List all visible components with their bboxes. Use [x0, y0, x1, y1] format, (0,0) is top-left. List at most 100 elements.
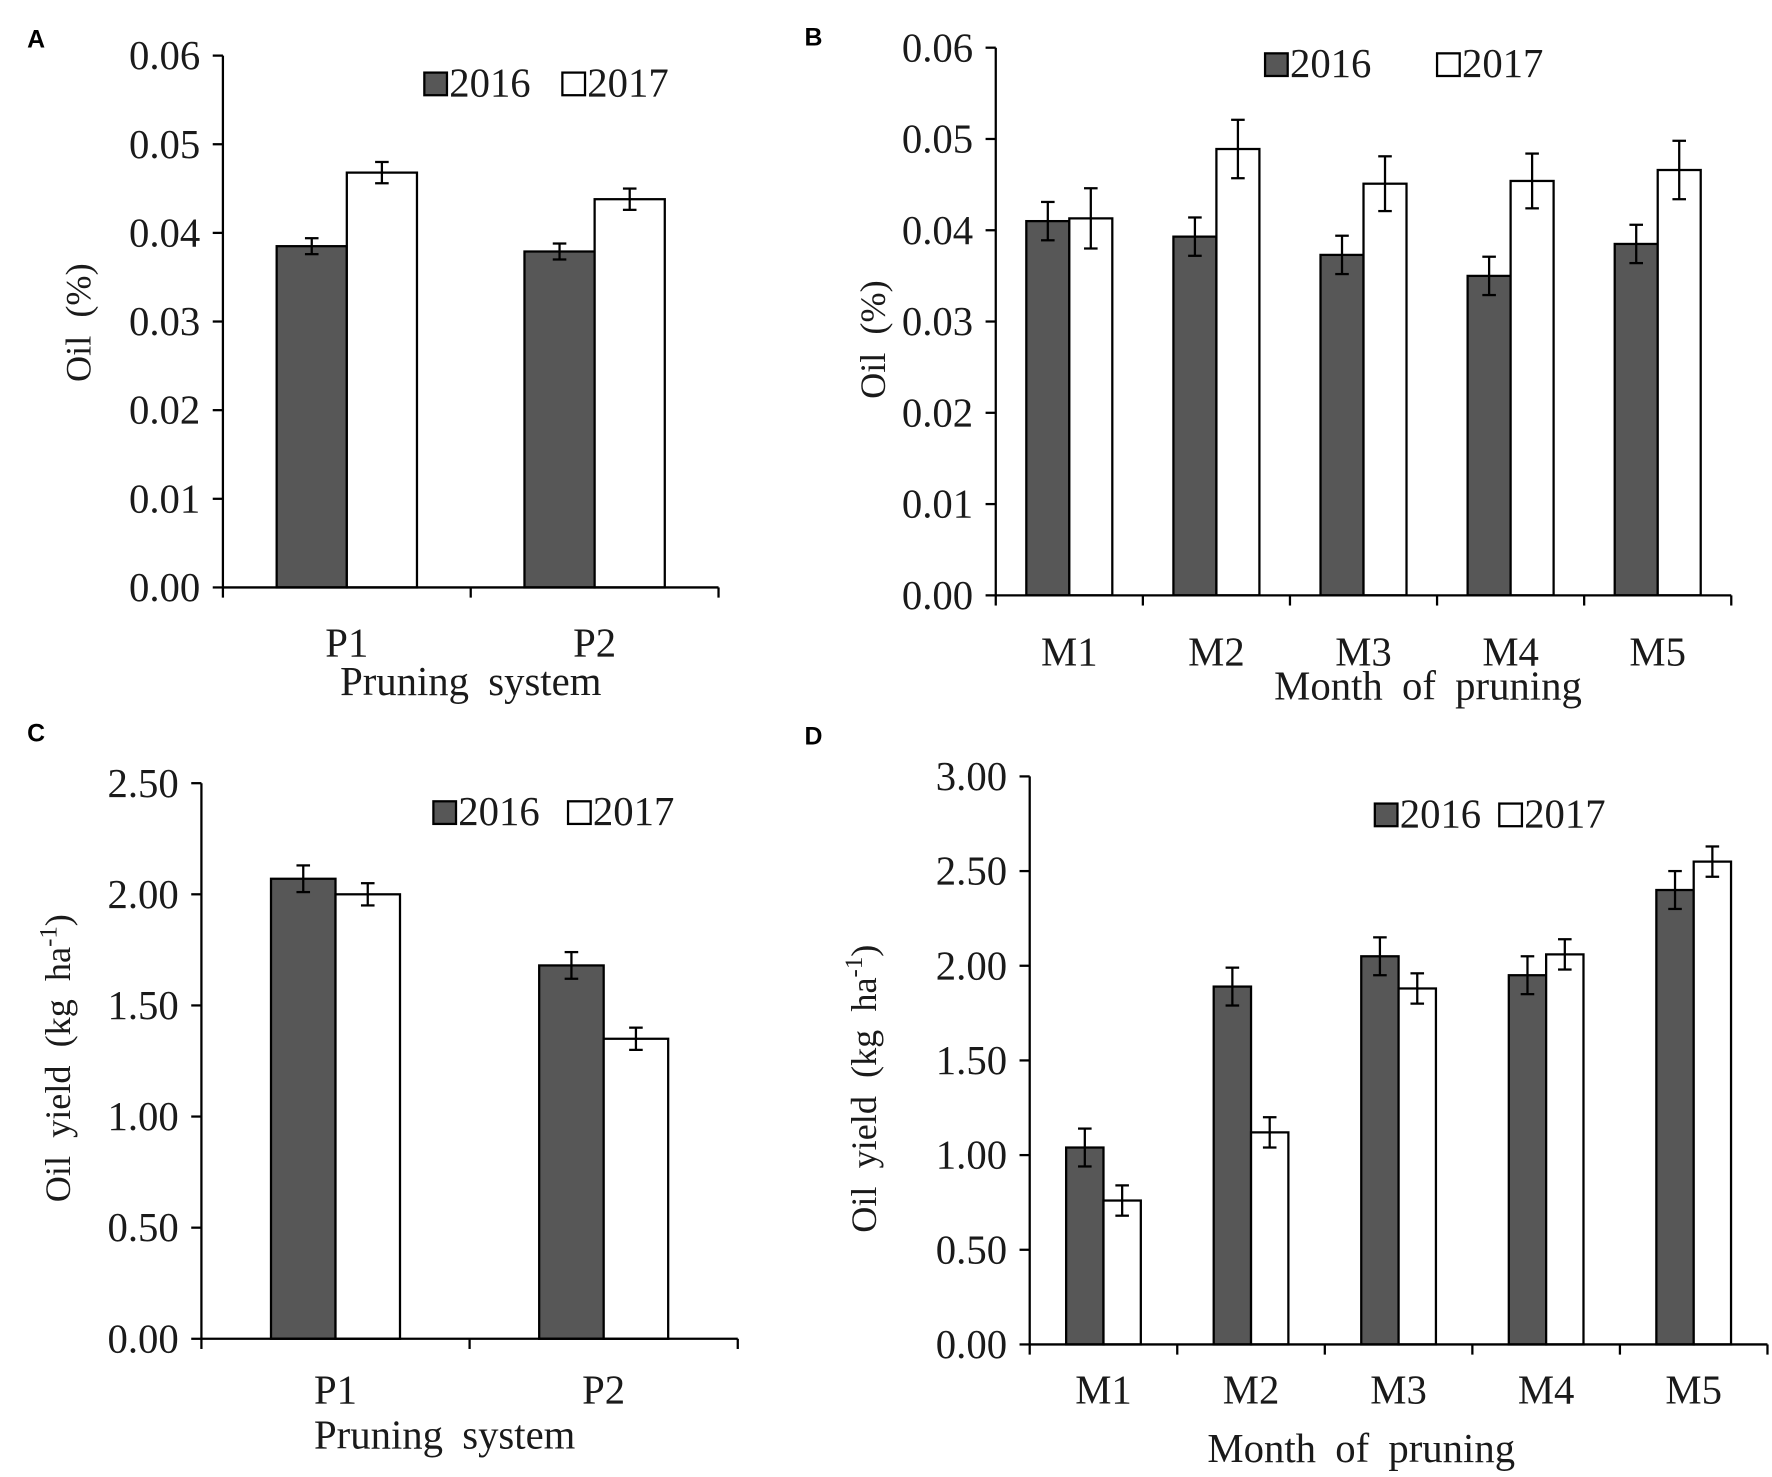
- y-tick-label: 0.50: [108, 1205, 179, 1250]
- panel-letter: B: [805, 23, 823, 51]
- bar-2016-m5: [1655, 888, 1695, 1346]
- legend: 2016 2017: [423, 60, 669, 105]
- legend-swatch-2016: [1373, 802, 1399, 828]
- legend-swatch-2017: [566, 800, 592, 826]
- error-bar-2017-m1: [1115, 1184, 1129, 1217]
- legend-swatch-2017: [561, 71, 587, 97]
- legend-swatch-2017: [1498, 802, 1524, 828]
- legend-label-2016: 2016: [458, 789, 539, 834]
- y-tick-label: 3.00: [936, 754, 1007, 799]
- x-axis-title: Month of pruning: [1207, 1426, 1515, 1471]
- error-bar-2017-m5: [1705, 845, 1720, 878]
- y-axis-title-main: Oil (%): [853, 280, 893, 399]
- error-bar-2017-m2: [1262, 1116, 1277, 1149]
- error-bar-2017-p2: [622, 187, 637, 211]
- bar-2016-p2: [523, 250, 596, 589]
- error-bar-2016-m5: [1629, 223, 1644, 265]
- legend-label-2017: 2017: [1524, 791, 1605, 836]
- x-tick-label-m3: M3: [1370, 1367, 1427, 1412]
- x-tick-label-p2: P2: [573, 620, 616, 665]
- error-bar-2017-m4: [1525, 152, 1539, 210]
- x-tick-label-m5: M5: [1629, 630, 1686, 675]
- y-tick-label: 0.50: [936, 1227, 1007, 1272]
- legend-label-2017: 2017: [1462, 41, 1543, 86]
- error-bar-2016-p2: [552, 242, 567, 261]
- x-tick-label-m5: M5: [1665, 1367, 1722, 1412]
- legend: 2016 2017: [432, 789, 674, 834]
- y-tick-label: 0.05: [129, 122, 200, 167]
- y-tick-label: 0.00: [129, 565, 200, 610]
- error-bar-2016-m3: [1373, 936, 1387, 977]
- x-tick-label-m1: M1: [1041, 630, 1098, 675]
- error-bar-2017-p2: [629, 1026, 643, 1052]
- legend-swatch-2016: [423, 71, 449, 97]
- bar-2017-m4: [1509, 179, 1555, 597]
- y-axis-title-tail: ): [844, 945, 884, 957]
- y-tick-label: 0.05: [902, 117, 973, 162]
- x-tick-label-p2: P2: [582, 1367, 625, 1412]
- error-bar-2016-m2: [1188, 216, 1202, 257]
- panel-letter: C: [27, 719, 45, 747]
- legend-label-2017: 2017: [587, 60, 668, 105]
- x-tick-label-m1: M1: [1075, 1367, 1132, 1412]
- y-axis-title: Oil yield (kg ha-1): [36, 914, 79, 1202]
- error-bar-2016-m1: [1078, 1127, 1092, 1168]
- y-tick-label: 0.00: [108, 1316, 179, 1361]
- bar-2017-m5: [1656, 168, 1702, 597]
- y-tick-label: 0.06: [902, 25, 973, 70]
- legend-label-2016: 2016: [1400, 791, 1481, 836]
- y-tick-label: 0.03: [902, 299, 973, 344]
- error-bar-2016-p1: [296, 864, 311, 894]
- y-tick-label: 0.00: [902, 573, 973, 618]
- y-tick-label: 1.50: [108, 983, 179, 1028]
- error-bar-2017-m2: [1231, 118, 1245, 180]
- x-axis-title: Month of pruning: [1274, 663, 1582, 708]
- error-bar-2017-p1: [375, 160, 389, 185]
- bar-2017-p2: [602, 1037, 670, 1340]
- panel-c: C 0.00 0.50 1.00 1.50 2.00 2.50 P1 P2 2016 2017 Pru…: [27, 719, 739, 1458]
- x-tick-label-m2: M2: [1188, 630, 1245, 675]
- y-axis-title: Oil (%): [853, 280, 893, 399]
- y-tick-label: 0.01: [902, 482, 973, 527]
- y-tick-label: 0.01: [129, 476, 200, 521]
- y-axis-title: Oil yield (kg ha-1): [841, 945, 884, 1233]
- x-tick-label-m4: M4: [1482, 630, 1539, 675]
- error-bar-2017-m1: [1084, 187, 1098, 250]
- bar-2016-m3: [1319, 253, 1365, 597]
- error-bar-2017-m3: [1410, 972, 1425, 1005]
- y-tick-label: 1.00: [936, 1133, 1007, 1178]
- bar-2017-m5: [1692, 860, 1733, 1346]
- bar-2016-m4: [1507, 974, 1548, 1346]
- bar-2017-p1: [345, 171, 419, 589]
- y-axis-title-superscript: -1: [36, 926, 63, 947]
- legend-label-2017: 2017: [593, 789, 674, 834]
- bar-2017-m1: [1068, 217, 1114, 597]
- y-tick-label: 0.00: [936, 1322, 1007, 1367]
- bar-2016-m1: [1025, 219, 1071, 597]
- y-axis-title-main: Oil yield (kg ha: [844, 977, 884, 1232]
- bar-2016-m5: [1613, 242, 1659, 597]
- panel-d: D 0.00 0.50 1.00 1.50 2.00 2.50 3.00 M1 M2 M3 M4 M5 2…: [805, 723, 1769, 1471]
- error-bar-2016-m5: [1668, 869, 1682, 911]
- legend-swatch-2017: [1435, 52, 1461, 78]
- x-tick-label-p1: P1: [325, 620, 368, 665]
- bar-2016-p1: [275, 245, 348, 589]
- error-bar-2016-m2: [1225, 966, 1240, 1007]
- error-bar-2016-p2: [564, 950, 579, 980]
- x-tick-label-m2: M2: [1223, 1367, 1280, 1412]
- y-tick-label: 2.50: [936, 849, 1007, 894]
- bar-2017-m3: [1362, 182, 1408, 597]
- bar-2016-m2: [1172, 235, 1218, 597]
- y-tick-label: 2.00: [108, 872, 179, 917]
- error-bar-2017-m4: [1558, 938, 1572, 971]
- bar-2016-m1: [1065, 1146, 1105, 1346]
- error-bar-2016-m3: [1335, 234, 1349, 276]
- bar-2017-p2: [593, 198, 666, 589]
- y-axis-title-superscript: -1: [841, 957, 868, 978]
- y-tick-label: 1.00: [108, 1094, 179, 1139]
- legend: 2016 2017: [1373, 791, 1606, 836]
- error-bar-2017-m3: [1378, 155, 1392, 213]
- y-axis-title-main: Oil yield (kg ha: [38, 947, 78, 1202]
- legend-swatch-2016: [1263, 52, 1289, 78]
